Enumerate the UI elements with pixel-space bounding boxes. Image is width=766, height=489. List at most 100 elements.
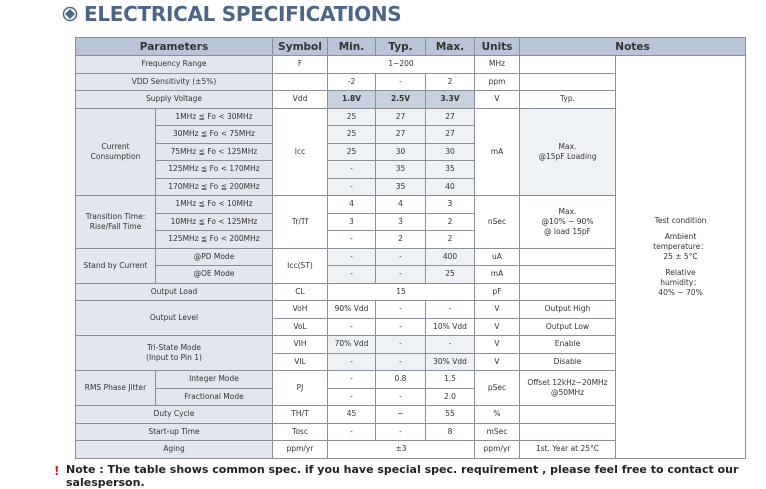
table-cell: Output High [519, 300, 616, 319]
table-row: 170MHz ≦ Fo ≦ 200MHz -35 40 [76, 177, 746, 196]
table-cell: - [327, 230, 376, 249]
table-cell: V [474, 90, 520, 109]
empty-cell [519, 265, 616, 284]
table-cell: V [474, 317, 520, 336]
warning-icon: ! [54, 464, 60, 478]
table-cell: 70% Vdd [327, 335, 376, 354]
table-cell: 45 [327, 405, 376, 424]
parameter-cell: 170MHz ≦ Fo ≦ 200MHz [155, 177, 273, 196]
table-cell: 400 [425, 247, 475, 266]
table-cell: - [327, 317, 376, 336]
table-row: Stand by Current @PD Mode Icc(ST) - -400 uA [75, 247, 746, 284]
table-cell: F [272, 55, 328, 74]
parameter-cell: 30MHz ≦ Fo < 75MHz [155, 125, 273, 144]
table-cell: 35 [375, 177, 426, 196]
table-cell: 35 [375, 160, 426, 179]
table-cell: Icc [272, 107, 328, 196]
parameter-cell: VDD Sensitivity (±5%) [75, 72, 273, 91]
table-cell: 2 [425, 230, 475, 249]
table-cell: Typ. [519, 90, 616, 109]
table-cell: Offset 12kHz~20MHz @50MHz [519, 370, 616, 406]
note: Note : The table shows common spec. if y… [66, 463, 739, 489]
table-cell: % [474, 405, 520, 424]
empty-cell [519, 72, 616, 91]
table-cell: - [375, 247, 426, 266]
table-cell: VoH [272, 300, 328, 319]
table-row: Transition Time: Rise/Fall Time 1MHz ≦ Fo… [75, 195, 746, 249]
table-row: RMS Phase Jitter Integer Mode PJ -0.8 1.5 pSe… [75, 370, 746, 406]
table-cell: 15 [327, 282, 475, 301]
table-cell: 3 [327, 212, 376, 231]
table-cell: uA [474, 247, 520, 266]
column-header: Typ. [375, 37, 426, 56]
table-cell: 8 [425, 422, 475, 441]
test-condition-text: Relative humidity： 40% ~ 70% [658, 267, 703, 297]
table-cell: 1.5 [425, 370, 475, 389]
table-cell: 27 [375, 107, 426, 126]
table-cell: 27 [425, 107, 475, 126]
table-cell: 2 [425, 72, 475, 91]
table-cell: 1.8V [327, 90, 376, 109]
parameter-cell: 1MHz ≦ Fo < 10MHz [155, 195, 273, 214]
table-cell: VIH [272, 335, 328, 354]
table-cell: ppm/yr [474, 440, 520, 459]
table-cell: ppm [474, 72, 520, 91]
table-cell: 10% Vdd [425, 317, 475, 336]
empty-cell [519, 282, 616, 301]
parameter-cell: Integer Mode [155, 370, 273, 389]
table-cell: - [327, 160, 376, 179]
table-cell: - [327, 247, 376, 266]
table-row: Fractional Mode - -2.0 [76, 387, 746, 406]
column-header: Symbol [272, 37, 328, 56]
table-row: VDD Sensitivity (±5%) -2-2 ppm [75, 72, 746, 91]
empty-cell [519, 405, 616, 424]
table-cell: Vdd [272, 90, 328, 109]
table-row: 125MHz ≦ Fo < 200MHz -2 2 [76, 230, 746, 249]
table-cell: 3 [375, 212, 426, 231]
table-cell: MHz [474, 55, 520, 74]
table-cell: ~ [375, 405, 426, 424]
empty-cell [519, 55, 616, 74]
table-cell: 1st. Year at 25°C [519, 440, 616, 459]
table-cell: - [375, 72, 426, 91]
table-cell: - [375, 352, 426, 371]
table-cell: 25 [327, 142, 376, 161]
parameter-cell: Frequency Range [75, 55, 273, 74]
table-cell: V [474, 300, 520, 319]
parameter-cell: Output Level [75, 300, 273, 336]
parameter-cell: Duty Cycle [75, 405, 273, 424]
table-cell: 3.3V [425, 90, 475, 109]
table-cell: - [375, 300, 426, 319]
table-row: Output Level VoH 90% Vdd - - V Output High [75, 300, 746, 336]
parameter-cell: 1MHz ≦ Fo < 30MHz [155, 107, 273, 126]
title: ELECTRICAL SPECIFICATIONS [84, 2, 402, 26]
table-cell: Output Low [519, 317, 616, 336]
parameter-cell: Fractional Mode [155, 387, 273, 406]
table-row: 125MHz ≦ Fo < 170MHz -35 35 [76, 160, 746, 179]
table-cell: pF [474, 282, 520, 301]
table-row: 75MHz ≦ Fo < 125MHz 25 30 30 [76, 142, 746, 161]
table-cell: mSec [474, 422, 520, 441]
parameter-cell: RMS Phase Jitter [75, 370, 156, 406]
table-cell: VoL [272, 317, 328, 336]
table-cell: - [425, 335, 475, 354]
table-cell: - [327, 370, 376, 389]
table-cell: 30% Vdd [425, 352, 475, 371]
table-cell: CL [272, 282, 328, 301]
table-cell: nSec [474, 195, 520, 249]
table-cell: 2.5V [375, 90, 426, 109]
table-cell: -2 [327, 72, 376, 91]
column-header: Max. [425, 37, 475, 56]
parameter-cell: Current Consumption [75, 107, 156, 196]
table-cell: 30 [375, 142, 426, 161]
parameter-cell: 125MHz ≦ Fo < 170MHz [155, 160, 273, 179]
table-row: Start-up Time Tosc - -8 mSec [75, 422, 746, 441]
table-cell: 30 [425, 142, 475, 161]
table-row: Tri-State Mode (Input to Pin 1) VIH 70% Vd… [75, 335, 746, 371]
header-row: Parameters Symbol Min. Typ. Max. Units Notes [75, 37, 746, 56]
table-row: Aging ppm/yr ±3 ppm/yr 1st. Year at 25°C [75, 440, 746, 459]
table-cell: - [327, 177, 376, 196]
table-cell: pSec [474, 370, 520, 406]
parameter-cell: 125MHz ≦ Fo < 200MHz [155, 230, 273, 249]
